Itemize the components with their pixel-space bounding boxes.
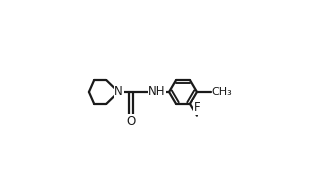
Text: F: F [194, 101, 200, 114]
Text: NH: NH [148, 85, 166, 98]
Text: O: O [126, 115, 135, 128]
Text: CH₃: CH₃ [212, 87, 232, 97]
Text: N: N [114, 85, 123, 98]
